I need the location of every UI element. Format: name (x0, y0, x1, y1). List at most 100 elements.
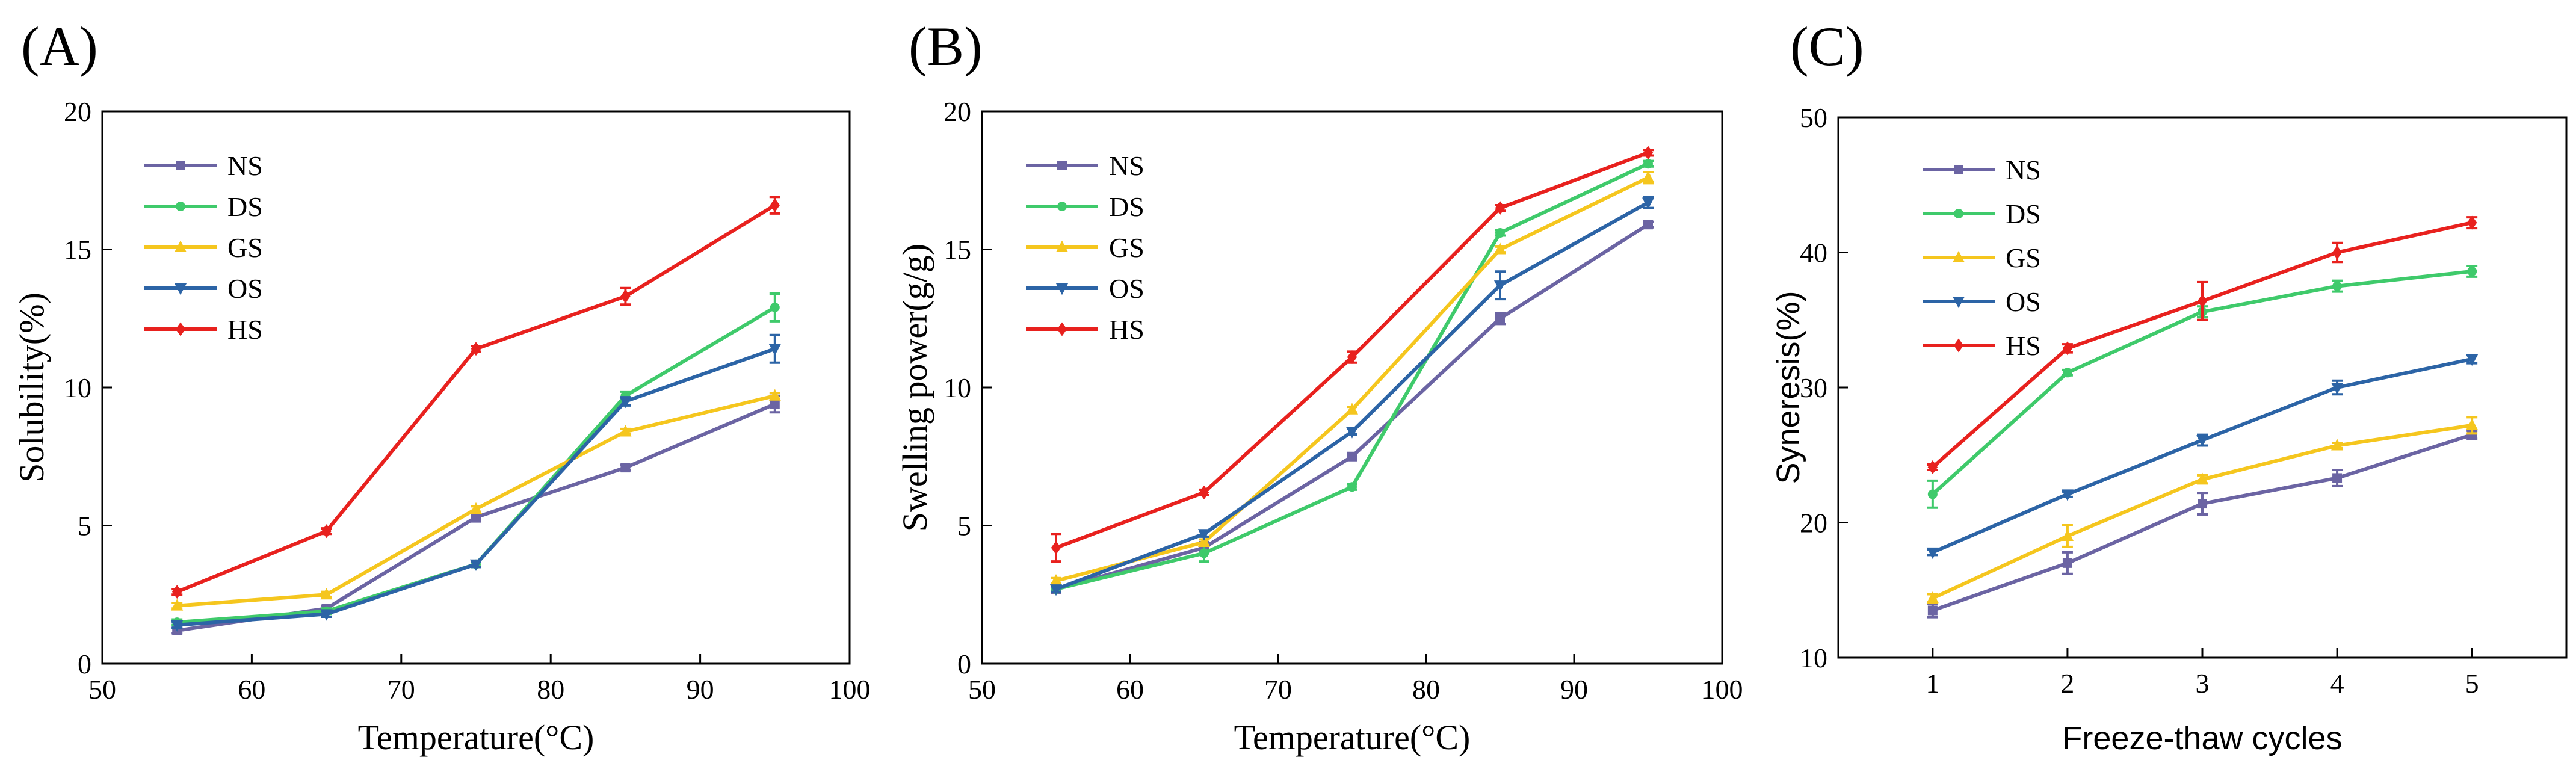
data-point (770, 198, 780, 212)
data-point (320, 609, 333, 621)
chart-panel-2: (B) 50 60 70 80 90 100 0 5 10 15 20 Temperature(°C) S… (895, 16, 1743, 757)
data-point (1199, 485, 1209, 499)
data-point (1926, 591, 1939, 604)
x-tick-label: 1 (1926, 668, 1939, 699)
data-point (2466, 418, 2479, 430)
x-tick-label: 50 (968, 674, 996, 705)
plot-frame (1837, 116, 2568, 659)
y-tick-label: 50 (1800, 102, 1827, 133)
x-tick-label: 100 (1702, 674, 1743, 705)
legend-marker-os (174, 283, 187, 295)
data-point (770, 399, 780, 409)
legend-marker-os (1055, 283, 1069, 295)
x-tick-label: 60 (238, 674, 265, 705)
legend-marker-ns (1954, 165, 1963, 174)
series-gs (1926, 416, 2479, 604)
x-tick-label: 80 (537, 674, 564, 705)
legend-label-os: OS (2006, 286, 2041, 317)
data-point (1345, 403, 1359, 415)
data-point (770, 302, 780, 312)
data-point (1199, 548, 1209, 558)
x-tick-label: 4 (2330, 668, 2344, 699)
legend-marker-ns (176, 161, 185, 170)
y-tick-label: 10 (944, 372, 971, 403)
series-line (176, 394, 776, 608)
data-point (1927, 460, 1938, 474)
legend-marker-ds (1954, 209, 1963, 218)
y-axis-label: Syneresis(%) (1770, 291, 1806, 484)
y-axis-label: Swelling power(g/g) (895, 244, 934, 531)
data-point (1493, 280, 1507, 292)
data-point (2332, 245, 2343, 260)
data-point (619, 396, 632, 409)
legend-label-gs: GS (1109, 232, 1144, 263)
data-point (1347, 451, 1357, 462)
series-hs (1927, 215, 2478, 474)
plot-frame (101, 110, 851, 665)
x-tick-label: 60 (1116, 674, 1144, 705)
data-point (471, 342, 481, 356)
x-tick-label: 70 (388, 674, 415, 705)
data-point (2198, 499, 2207, 509)
y-tick-label: 0 (78, 649, 91, 679)
data-point (1495, 227, 1505, 238)
series-line (1055, 176, 1649, 583)
legend-label-gs: GS (227, 232, 263, 263)
data-point (1927, 489, 1938, 499)
legend-label-ds: DS (227, 191, 263, 222)
data-point (2332, 281, 2343, 291)
series-line (1055, 200, 1649, 591)
data-point (768, 389, 781, 401)
series-os (1049, 196, 1655, 596)
panel-label: (C) (1790, 16, 1864, 77)
data-point (171, 585, 182, 599)
data-point (1197, 529, 1211, 541)
data-point (620, 463, 631, 473)
y-tick-label: 40 (1800, 238, 1827, 268)
data-point (2061, 489, 2074, 501)
x-tick-label: 70 (1264, 674, 1292, 705)
data-point (1927, 605, 1938, 616)
data-point (2062, 341, 2073, 356)
legend-marker-ds (176, 202, 185, 211)
data-point (2332, 473, 2343, 483)
x-tick-label: 90 (687, 674, 714, 705)
legend-marker-hs (1953, 338, 1964, 353)
legend-label-ds: DS (2006, 199, 2041, 229)
x-axis-label: Temperature(°C) (358, 718, 595, 757)
data-point (2466, 354, 2479, 366)
legend-marker-os (1952, 297, 1965, 309)
data-point (320, 587, 333, 600)
chart-panel-3: (C) 1 2 3 4 5 10 20 30 40 50 Freeze-thaw cycles Syne… (1770, 16, 2568, 756)
data-point (471, 512, 481, 522)
data-point (2331, 439, 2344, 451)
legend-label-os: OS (1109, 273, 1144, 304)
legend-marker-gs (174, 240, 187, 252)
legend-marker-gs (1952, 250, 1965, 262)
series-line (176, 347, 776, 627)
x-tick-label: 100 (829, 674, 871, 705)
series-os (171, 333, 781, 632)
data-point (2466, 215, 2477, 230)
data-point (1926, 547, 1939, 560)
data-point (1345, 427, 1359, 439)
y-tick-label: 20 (1800, 508, 1827, 539)
legend-label-hs: HS (1109, 314, 1144, 345)
data-point (1495, 313, 1505, 324)
data-point (2467, 266, 2477, 276)
data-point (469, 502, 483, 514)
y-tick-label: 10 (64, 372, 91, 403)
data-point (2196, 472, 2209, 484)
legend-marker-ds (1057, 202, 1067, 211)
y-tick-label: 5 (78, 511, 91, 542)
y-tick-label: 10 (1800, 643, 1827, 673)
y-tick-label: 0 (957, 649, 971, 679)
panel-label: (B) (909, 16, 983, 77)
series-gs (171, 389, 781, 611)
data-point (2062, 368, 2072, 378)
x-tick-label: 3 (2196, 668, 2210, 699)
data-point (1643, 146, 1654, 160)
data-point (619, 425, 632, 437)
legend-label-gs: GS (2006, 242, 2041, 273)
